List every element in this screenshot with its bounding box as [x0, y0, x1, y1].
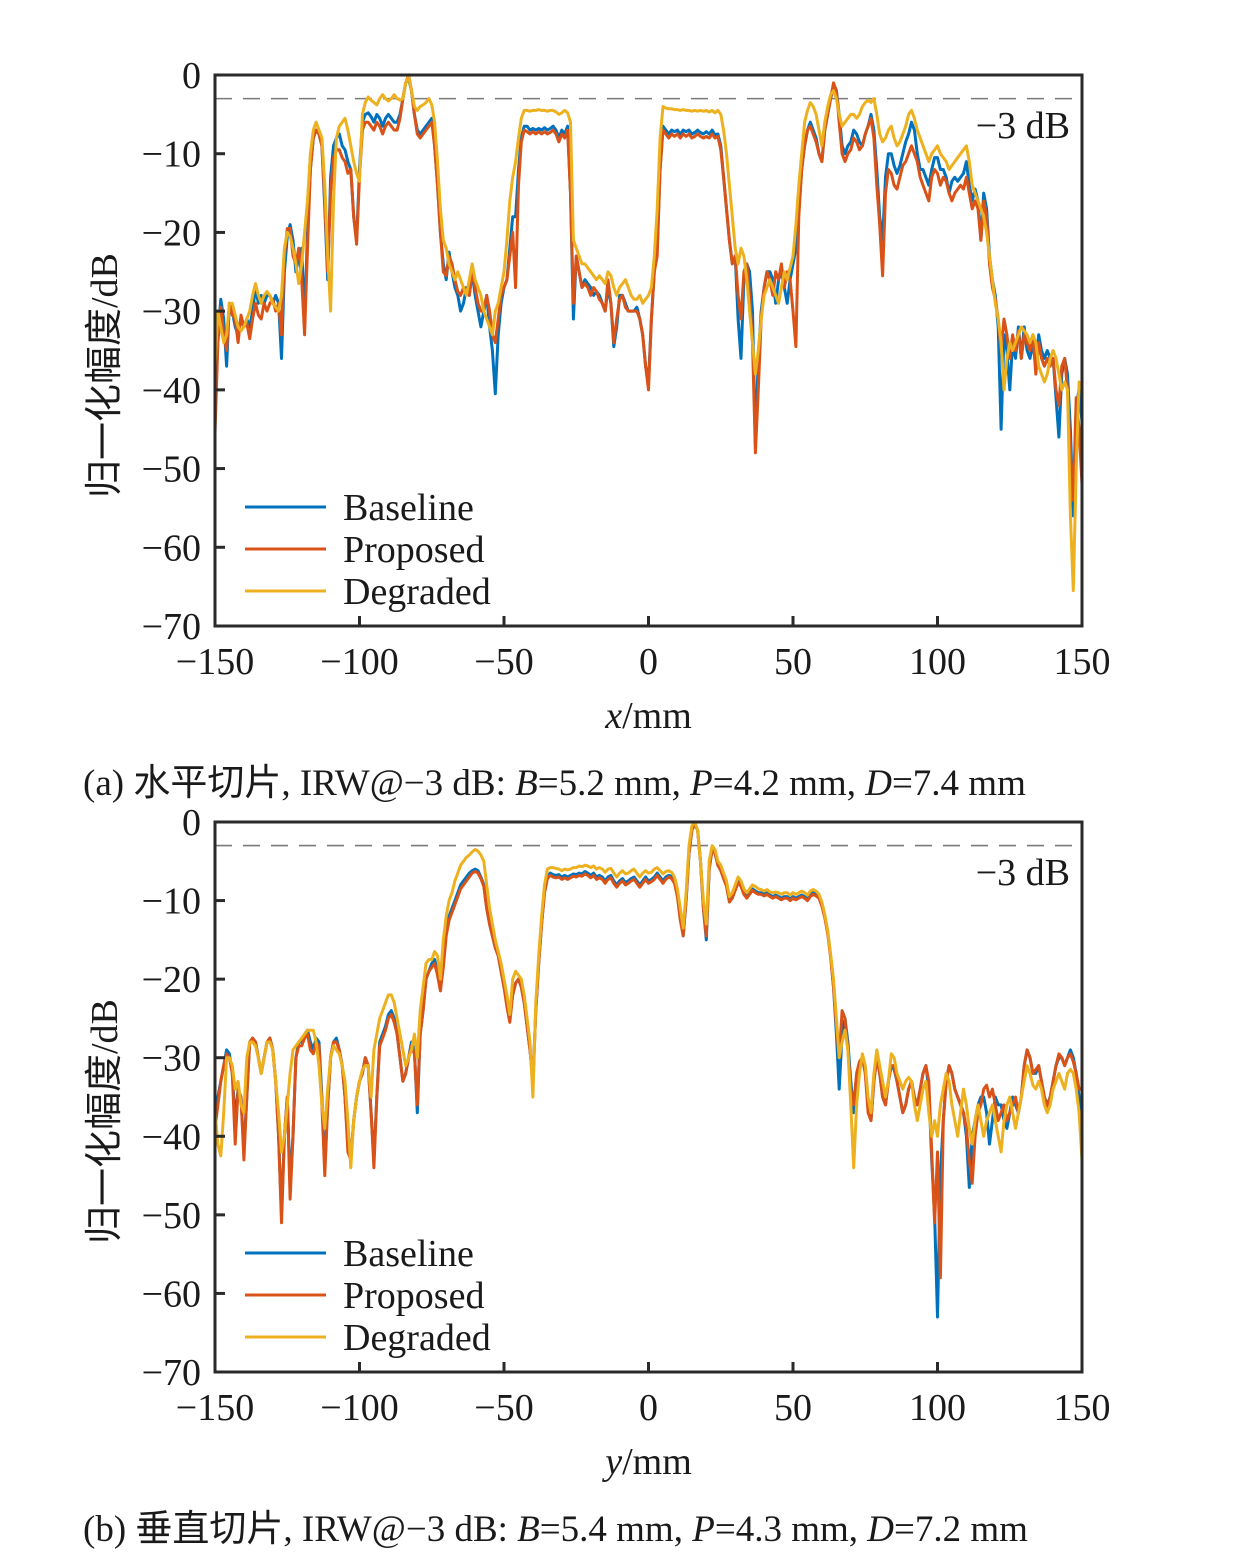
series-line-degraded [215, 820, 1082, 1170]
x-axis-title: y/mm [601, 1441, 692, 1483]
x-tick-label: 100 [909, 1387, 966, 1429]
y-axis-title-a: 归一化幅度/dB [84, 253, 126, 498]
y-tick-label: −60 [142, 1273, 201, 1315]
x-tick-label: 0 [639, 641, 658, 683]
x-axis-unit: /mm [622, 1441, 692, 1483]
chart-panel-b: −150 −100 −50 0 50 100 150 0 −10 −20 −30 −40 −50 −60 −… [142, 802, 1111, 1483]
x-axis-variable: x [604, 695, 622, 737]
caption-b-value: =5.2 mm, [537, 763, 691, 804]
x-tick-label: −150 [176, 641, 254, 683]
caption-prefix: (a) 水平切片, IRW@−3 dB: [83, 763, 516, 804]
caption-d-value: =7.4 mm [891, 763, 1026, 804]
y-tick-label: −40 [142, 370, 201, 412]
reference-line-label: −3 dB [976, 105, 1070, 147]
y-tick-label: −10 [142, 881, 201, 923]
caption-b-label: B [517, 1509, 540, 1550]
x-axis-unit: /mm [622, 695, 692, 737]
caption-b-label: B [515, 763, 538, 804]
y-tick-label: −20 [142, 959, 201, 1001]
x-tick-label: −50 [474, 641, 533, 683]
reference-line-label: −3 dB [976, 852, 1070, 894]
series-line-proposed [215, 73, 1082, 502]
legend-label-proposed: Proposed [343, 1275, 484, 1317]
caption-b-value: =5.4 mm, [539, 1509, 693, 1550]
legend-label-degraded: Degraded [343, 571, 491, 613]
caption-panel-b: (b) 垂直切片, IRW@−3 dB: B=5.4 mm, P=4.3 mm,… [83, 1498, 1260, 1552]
caption-p-value: =4.2 mm, [712, 763, 866, 804]
y-tick-label: −40 [142, 1116, 201, 1158]
x-tick-label: 100 [909, 641, 966, 683]
caption-d-label: D [865, 763, 892, 804]
y-tick-label: −30 [142, 291, 201, 333]
y-tick-label: −20 [142, 212, 201, 254]
series-line-proposed [215, 822, 1082, 1280]
legend-label-proposed: Proposed [343, 529, 484, 571]
y-tick-label: −60 [142, 527, 201, 569]
series-line-degraded [215, 75, 1082, 593]
x-tick-label: 50 [774, 641, 812, 683]
caption-p-label: P [692, 1509, 715, 1550]
y-tick-label: 0 [182, 802, 201, 844]
x-tick-label: −100 [320, 641, 398, 683]
y-tick-label: −50 [142, 449, 201, 491]
y-tick-label: −70 [142, 1352, 201, 1394]
y-tick-label: −70 [142, 606, 201, 648]
x-tick-label: −100 [320, 1387, 398, 1429]
y-axis-title-b: 归一化幅度/dB [84, 999, 126, 1244]
y-tick-label: −30 [142, 1038, 201, 1080]
caption-p-value: =4.3 mm, [714, 1509, 868, 1550]
caption-prefix: (b) 垂直切片, IRW@−3 dB: [83, 1509, 518, 1550]
legend-label-baseline: Baseline [343, 1233, 474, 1275]
caption-p-label: P [690, 763, 713, 804]
caption-d-label: D [867, 1509, 894, 1550]
chart-panel-a: −150 −100 −50 0 50 100 150 0 −10 −20 −30 −40 −50 −60 −… [142, 55, 1111, 737]
x-tick-label: 50 [774, 1387, 812, 1429]
legend-label-baseline: Baseline [343, 487, 474, 529]
x-tick-label: 0 [639, 1387, 658, 1429]
caption-d-value: =7.2 mm [894, 1509, 1028, 1550]
x-tick-label: −50 [474, 1387, 533, 1429]
y-tick-label: −50 [142, 1195, 201, 1237]
x-tick-label: 150 [1054, 641, 1111, 683]
x-axis-variable: y [601, 1441, 622, 1483]
caption-panel-a: (a) 水平切片, IRW@−3 dB: B=5.2 mm, P=4.2 mm,… [83, 752, 1260, 806]
y-tick-label: −10 [142, 134, 201, 176]
legend-label-degraded: Degraded [343, 1317, 491, 1359]
y-tick-label: 0 [182, 55, 201, 97]
series-group [215, 73, 1082, 593]
series-group [215, 820, 1082, 1319]
x-tick-label: −150 [176, 1387, 254, 1429]
x-axis-title: x/mm [604, 695, 692, 737]
x-tick-label: 150 [1054, 1387, 1111, 1429]
